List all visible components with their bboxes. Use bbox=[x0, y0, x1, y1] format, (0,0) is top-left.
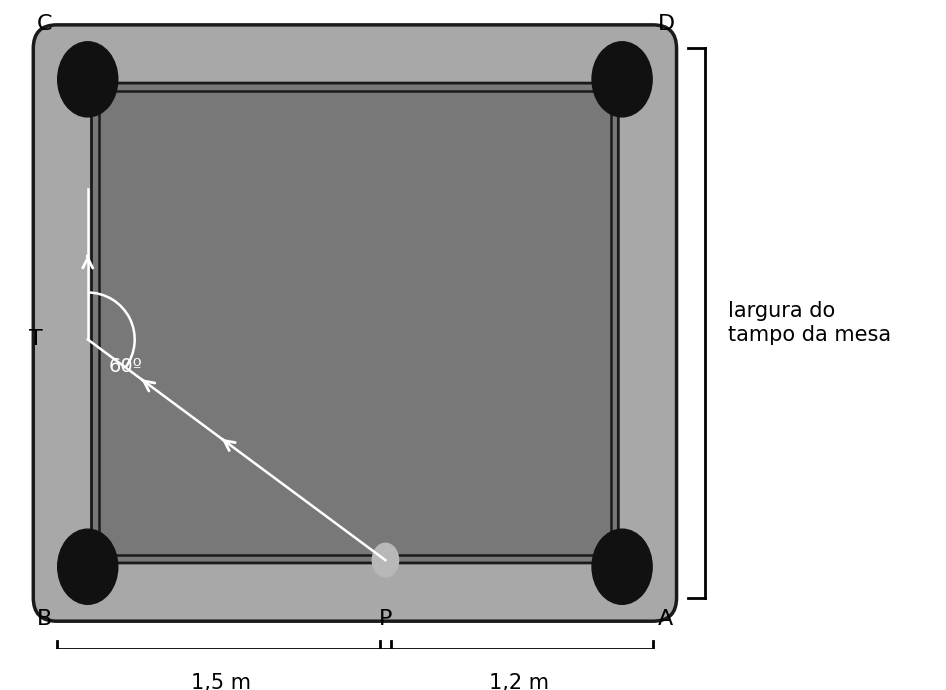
Ellipse shape bbox=[58, 42, 118, 117]
Text: D: D bbox=[657, 14, 674, 34]
Text: 60º: 60º bbox=[109, 357, 142, 376]
Ellipse shape bbox=[592, 42, 652, 117]
Ellipse shape bbox=[592, 529, 652, 604]
Text: largura do
tampo da mesa: largura do tampo da mesa bbox=[728, 302, 891, 344]
Ellipse shape bbox=[58, 529, 118, 604]
Text: 1,5 m: 1,5 m bbox=[191, 673, 251, 690]
Ellipse shape bbox=[373, 543, 398, 577]
Text: P: P bbox=[378, 609, 393, 629]
Text: T: T bbox=[29, 329, 43, 349]
FancyBboxPatch shape bbox=[92, 83, 619, 563]
Text: A: A bbox=[657, 609, 673, 629]
Text: B: B bbox=[37, 609, 52, 629]
Text: C: C bbox=[37, 14, 52, 34]
FancyBboxPatch shape bbox=[33, 25, 676, 621]
Text: 1,2 m: 1,2 m bbox=[489, 673, 550, 690]
